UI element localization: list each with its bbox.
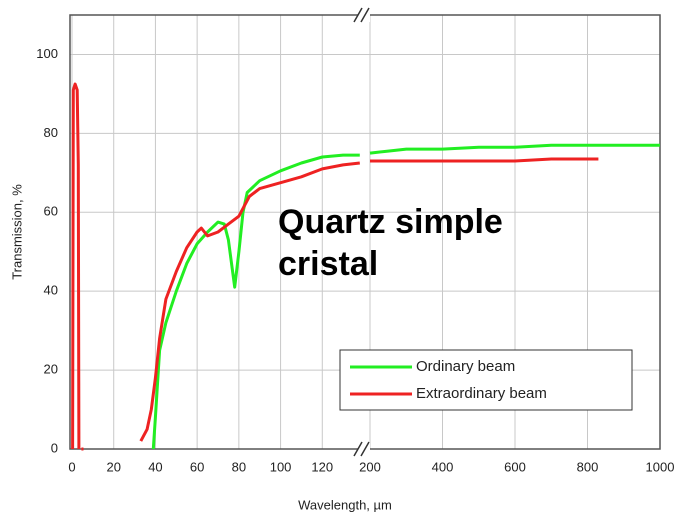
axis-break: [353, 7, 370, 457]
y-tick-label: 20: [44, 362, 58, 377]
legend-label: Extraordinary beam: [416, 385, 547, 402]
y-tick-label: 80: [44, 125, 58, 140]
x-tick-label: 80: [232, 459, 246, 474]
x-tick-label: 200: [359, 459, 381, 474]
annotation: cristal: [278, 245, 378, 283]
y-tick-label: 60: [44, 204, 58, 219]
x-tick-label: 100: [270, 459, 292, 474]
x-tick-label: 20: [106, 459, 120, 474]
y-tick-label: 100: [36, 46, 58, 61]
x-tick-label: 40: [148, 459, 162, 474]
x-axis-label: Wavelength, µm: [298, 497, 392, 512]
legend-label: Ordinary beam: [416, 358, 515, 375]
x-tick-label: 120: [311, 459, 333, 474]
x-tick-label: 400: [432, 459, 454, 474]
x-tick-label: 60: [190, 459, 204, 474]
x-tick-label: 800: [577, 459, 599, 474]
x-tick-label: 600: [504, 459, 526, 474]
data-line: [151, 143, 660, 450]
y-tick-label: 40: [44, 283, 58, 298]
legend-box: [339, 349, 633, 411]
annotation: Quartz simple: [278, 203, 503, 241]
x-tick-label: 0: [68, 459, 75, 474]
y-tick-label: 0: [51, 440, 58, 455]
y-axis-label: Transmission, %: [9, 184, 24, 280]
data-line: [71, 82, 599, 451]
x-tick-label: 1000: [646, 459, 675, 474]
